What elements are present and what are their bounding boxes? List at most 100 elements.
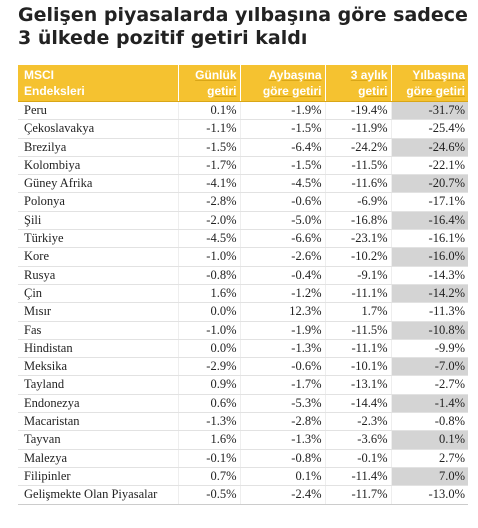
table-row: Rusya -0.8% -0.4% -9.1% -14.3% <box>18 266 468 285</box>
cell-index-name: Endonezya <box>18 394 178 414</box>
cell-daily-return: 0.0% <box>177 302 240 322</box>
header-index-name: MSCI Endeksleri <box>18 65 178 102</box>
cell-year-to-date: -7.0% <box>390 357 468 377</box>
table-row: Şili -2.0% -5.0% -16.8% -16.4% <box>18 211 468 231</box>
cell-month-to-date: -1.5% <box>239 156 325 176</box>
table-row: Fas -1.0% -1.9% -11.5% -10.8% <box>18 321 468 340</box>
title-line-1: Gelişen piyasalarda yılbaşına göre sadec… <box>18 4 468 26</box>
cell-three-month: -9.1% <box>324 266 391 285</box>
cell-index-name: Şili <box>18 211 178 231</box>
cell-month-to-date: -1.9% <box>239 101 325 121</box>
cell-three-month: -10.2% <box>324 247 391 267</box>
cell-year-to-date: -16.0% <box>390 247 468 267</box>
table-row: Filipinler 0.7% 0.1% -11.4% 7.0% <box>18 467 468 487</box>
cell-daily-return: -0.5% <box>177 485 240 505</box>
cell-daily-return: 1.6% <box>177 430 240 450</box>
cell-month-to-date: -1.3% <box>239 430 325 450</box>
cell-month-to-date: -0.6% <box>239 192 325 212</box>
cell-daily-return: 0.1% <box>177 101 240 121</box>
cell-year-to-date: -16.4% <box>390 211 468 231</box>
table-row: Malezya -0.1% -0.8% -0.1% 2.7% <box>18 449 468 468</box>
cell-index-name: Türkiye <box>18 229 178 249</box>
cell-index-name: Çekoslavakya <box>18 119 178 139</box>
table-row: Çekoslavakya -1.1% -1.5% -11.9% -25.4% <box>18 119 468 139</box>
cell-month-to-date: -0.8% <box>239 449 325 468</box>
table-row: Peru 0.1% -1.9% -19.4% -31.7% <box>18 101 468 121</box>
cell-daily-return: -1.0% <box>177 247 240 267</box>
cell-daily-return: 0.6% <box>177 394 240 414</box>
cell-daily-return: -0.8% <box>177 266 240 285</box>
cell-month-to-date: -1.7% <box>239 375 325 395</box>
cell-year-to-date: -1.4% <box>390 394 468 414</box>
cell-daily-return: -2.9% <box>177 357 240 377</box>
table-row: Kolombiya -1.7% -1.5% -11.5% -22.1% <box>18 156 468 176</box>
cell-three-month: -10.1% <box>324 357 391 377</box>
table-row: Tayvan 1.6% -1.3% -3.6% 0.1% <box>18 430 468 450</box>
cell-index-name: Tayvan <box>18 430 178 450</box>
cell-year-to-date: -24.6% <box>390 138 468 157</box>
cell-month-to-date: -6.4% <box>239 138 325 157</box>
page-title: Gelişen piyasalarda yılbaşına göre sadec… <box>18 4 468 50</box>
table-row: Polonya -2.8% -0.6% -6.9% -17.1% <box>18 192 468 212</box>
cell-index-name: Güney Afrika <box>18 174 178 194</box>
cell-month-to-date: -2.4% <box>239 485 325 505</box>
header-month-to-date: Aybaşına göre getiri <box>239 65 325 102</box>
cell-year-to-date: -2.7% <box>390 375 468 395</box>
cell-month-to-date: -2.8% <box>239 412 325 432</box>
cell-three-month: -6.9% <box>324 192 391 212</box>
cell-month-to-date: -0.4% <box>239 266 325 285</box>
cell-daily-return: -4.5% <box>177 229 240 249</box>
cell-year-to-date: 2.7% <box>390 449 468 468</box>
cell-three-month: -3.6% <box>324 430 391 450</box>
cell-three-month: -13.1% <box>324 375 391 395</box>
cell-index-name: Brezilya <box>18 138 178 157</box>
cell-daily-return: -1.3% <box>177 412 240 432</box>
cell-index-name: Tayland <box>18 375 178 395</box>
cell-three-month: -11.5% <box>324 156 391 176</box>
cell-daily-return: 1.6% <box>177 284 240 304</box>
table-row: Hindistan 0.0% -1.3% -11.1% -9.9% <box>18 339 468 359</box>
table-header: MSCI Endeksleri Günlük getiri Aybaşına g… <box>18 65 468 102</box>
cell-three-month: -24.2% <box>324 138 391 157</box>
table-row: Endonezya 0.6% -5.3% -14.4% -1.4% <box>18 394 468 414</box>
cell-month-to-date: -0.6% <box>239 357 325 377</box>
cell-month-to-date: -5.0% <box>239 211 325 231</box>
table-row: Macaristan -1.3% -2.8% -2.3% -0.8% <box>18 412 468 432</box>
header-year-to-date: Yılbaşına göre getiri <box>390 65 468 102</box>
cell-year-to-date: -17.1% <box>390 192 468 212</box>
cell-year-to-date: -0.8% <box>390 412 468 432</box>
cell-month-to-date: -2.6% <box>239 247 325 267</box>
cell-index-name: Peru <box>18 101 178 121</box>
cell-three-month: 1.7% <box>324 302 391 322</box>
cell-year-to-date: -16.1% <box>390 229 468 249</box>
cell-daily-return: 0.7% <box>177 467 240 487</box>
cell-year-to-date: 7.0% <box>390 467 468 487</box>
cell-index-name: Fas <box>18 321 178 340</box>
cell-year-to-date: -14.2% <box>390 284 468 304</box>
table-row: Güney Afrika -4.1% -4.5% -11.6% -20.7% <box>18 174 468 194</box>
cell-three-month: -0.1% <box>324 449 391 468</box>
cell-month-to-date: 0.1% <box>239 467 325 487</box>
cell-three-month: -11.4% <box>324 467 391 487</box>
cell-index-name: Kore <box>18 247 178 267</box>
cell-year-to-date: -25.4% <box>390 119 468 139</box>
table-row: Türkiye -4.5% -6.6% -23.1% -16.1% <box>18 229 468 249</box>
table-row: Meksika -2.9% -0.6% -10.1% -7.0% <box>18 357 468 377</box>
cell-daily-return: -2.8% <box>177 192 240 212</box>
cell-index-name: Çin <box>18 284 178 304</box>
cell-index-name: Polonya <box>18 192 178 212</box>
cell-month-to-date: -1.5% <box>239 119 325 139</box>
table-row: Çin 1.6% -1.2% -11.1% -14.2% <box>18 284 468 304</box>
cell-three-month: -11.1% <box>324 284 391 304</box>
title-line-2: 3 ülkede pozitif getiri kaldı <box>18 27 308 49</box>
cell-year-to-date: -10.8% <box>390 321 468 340</box>
cell-daily-return: -0.1% <box>177 449 240 468</box>
cell-daily-return: -2.0% <box>177 211 240 231</box>
cell-year-to-date: -9.9% <box>390 339 468 359</box>
cell-index-name: Filipinler <box>18 467 178 487</box>
cell-year-to-date: -13.0% <box>390 485 468 505</box>
cell-three-month: -23.1% <box>324 229 391 249</box>
table-row: Tayland 0.9% -1.7% -13.1% -2.7% <box>18 375 468 395</box>
header-daily-return: Günlük getiri <box>177 65 240 102</box>
cell-index-name: Mısır <box>18 302 178 322</box>
